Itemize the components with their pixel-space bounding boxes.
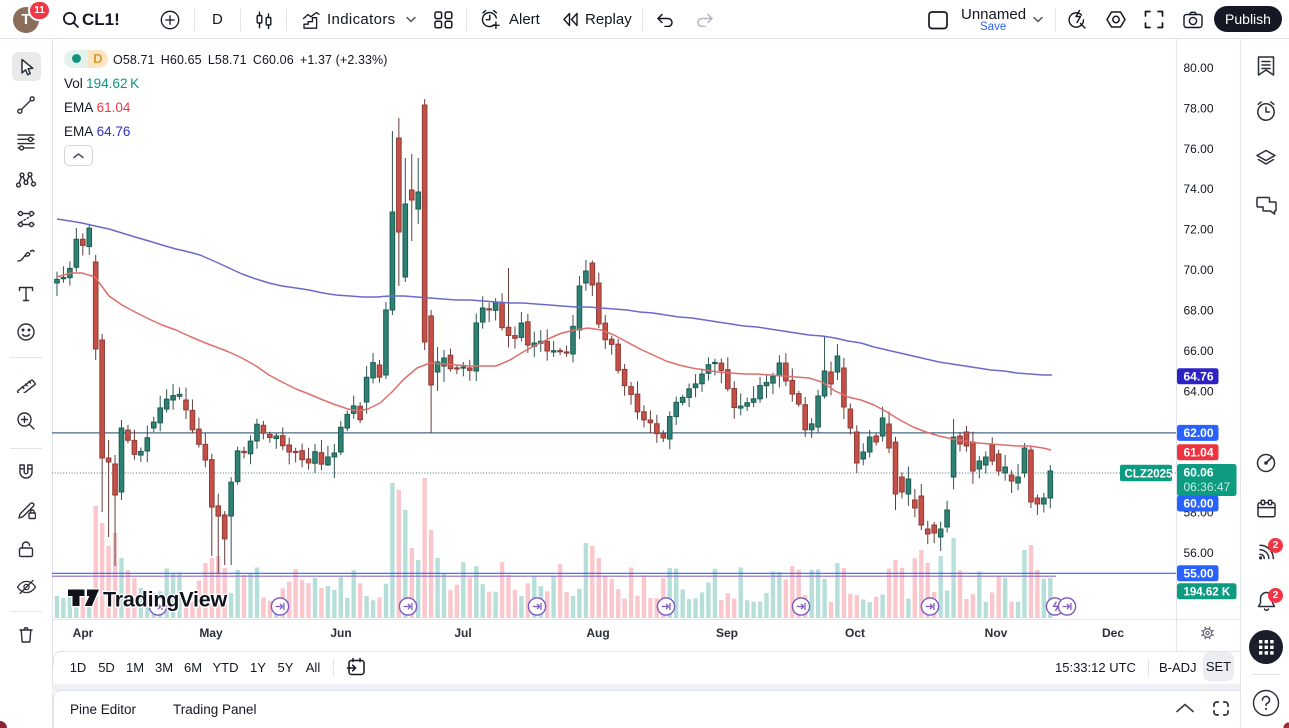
svg-text:66.00: 66.00 — [1184, 344, 1214, 358]
svg-text:Jun: Jun — [330, 626, 351, 640]
svg-text:Nov: Nov — [985, 626, 1008, 640]
svg-text:Aug: Aug — [586, 626, 609, 640]
svg-text:Oct: Oct — [845, 626, 865, 640]
svg-text:64.00: 64.00 — [1184, 384, 1214, 398]
svg-text:Dec: Dec — [1102, 626, 1124, 640]
svg-text:62.00: 62.00 — [1184, 426, 1214, 440]
svg-text:55.00: 55.00 — [1184, 567, 1214, 581]
svg-text:May: May — [199, 626, 223, 640]
svg-text:60.00: 60.00 — [1184, 497, 1214, 511]
svg-text:Jul: Jul — [454, 626, 471, 640]
svg-text:72.00: 72.00 — [1184, 223, 1214, 237]
svg-text:06:36:47: 06:36:47 — [1184, 480, 1231, 494]
svg-text:60.06: 60.06 — [1184, 466, 1214, 480]
svg-text:56.00: 56.00 — [1184, 546, 1214, 560]
svg-text:194.62 K: 194.62 K — [1184, 587, 1231, 599]
svg-text:80.00: 80.00 — [1184, 61, 1214, 75]
svg-text:70.00: 70.00 — [1184, 263, 1214, 277]
svg-text:78.00: 78.00 — [1184, 101, 1214, 115]
svg-text:61.04: 61.04 — [1184, 446, 1214, 460]
svg-text:74.00: 74.00 — [1184, 182, 1214, 196]
svg-text:68.00: 68.00 — [1184, 304, 1214, 318]
svg-text:TradingView: TradingView — [103, 588, 228, 612]
svg-text:Sep: Sep — [716, 626, 738, 640]
svg-text:64.76: 64.76 — [1184, 370, 1214, 384]
svg-text:CLZ2025: CLZ2025 — [1125, 468, 1174, 480]
svg-text:Apr: Apr — [73, 626, 94, 640]
svg-text:76.00: 76.00 — [1184, 142, 1214, 156]
